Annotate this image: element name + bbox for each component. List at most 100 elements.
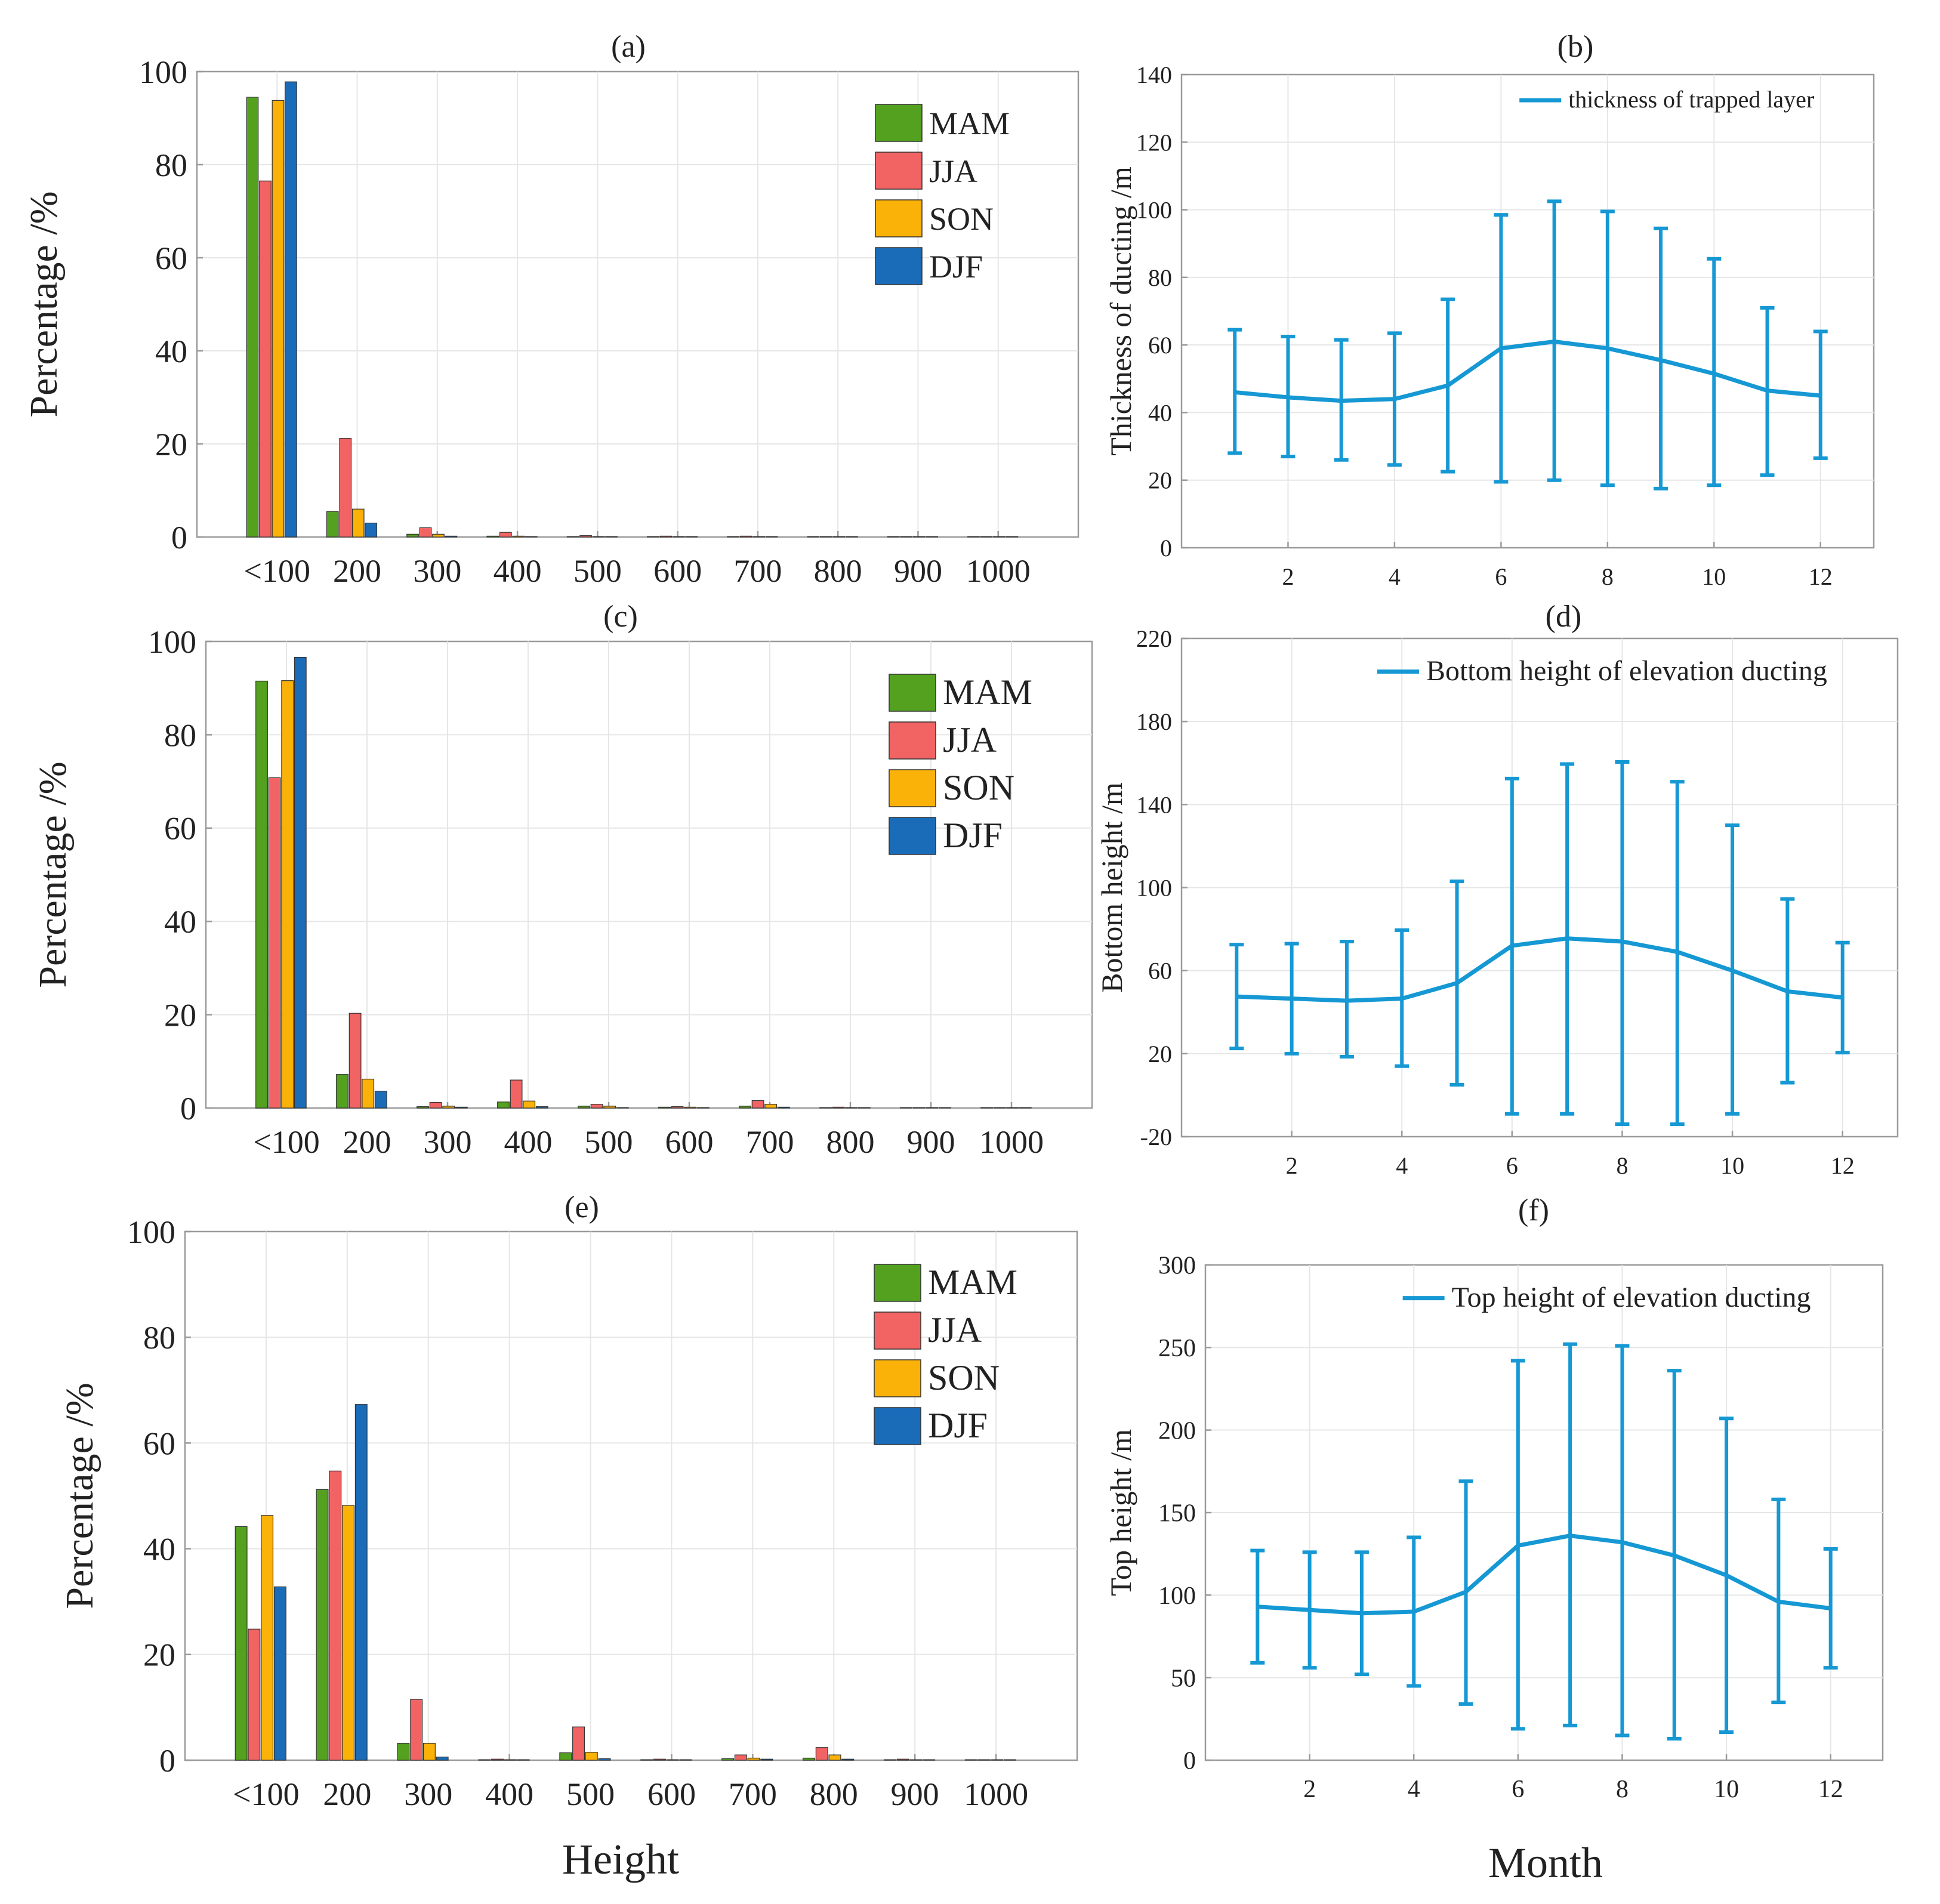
legend-label-d: Bottom height of elevation ducting <box>1426 655 1827 687</box>
x-tick-label: 8 <box>1616 1152 1628 1179</box>
bar-JJA-700 <box>739 535 752 538</box>
x-tick-label: 200 <box>333 553 381 589</box>
y-tick-label: 60 <box>143 1425 175 1461</box>
data-point-month-11 <box>1776 1600 1781 1604</box>
bar-MAM-800 <box>807 536 820 538</box>
data-point-month-6 <box>1516 1544 1520 1548</box>
data-point-month-3 <box>1344 999 1349 1003</box>
panel-f: (f) 0 50 100 150 200 250 300 Top height /m 2 4 6 8 10… <box>1104 1193 1884 1803</box>
legend-swatch-SON <box>875 199 923 237</box>
x-tick-label: 600 <box>647 1776 696 1812</box>
data-point-month-8 <box>1620 1540 1624 1544</box>
bar-SON-800 <box>828 1754 841 1761</box>
x-tick-label: 4 <box>1408 1776 1420 1803</box>
bar-MAM-900 <box>900 1107 912 1109</box>
legend-swatch-DJF <box>874 1407 921 1445</box>
panel-title-d: (d) <box>1546 600 1582 634</box>
x-tick-label: 600 <box>665 1124 714 1160</box>
bar-DJF-<100 <box>273 1586 286 1761</box>
y-tick-label: 0 <box>1160 535 1172 561</box>
legend-swatch-SON <box>889 769 936 807</box>
bar-DJF-300 <box>436 1757 449 1761</box>
x-tick-label: 1000 <box>964 1776 1028 1812</box>
bar-MAM-700 <box>727 536 739 538</box>
plot-area-a <box>196 70 1080 538</box>
x-tick-label: 1000 <box>966 553 1031 589</box>
x-tick-label: 2 <box>1286 1152 1298 1179</box>
bar-DJF-700 <box>765 536 778 538</box>
panel-e: (e) 0 20 40 60 80 100 Percentage /% <100 200 300 40… <box>58 1190 1078 1812</box>
bar-MAM-1000 <box>980 1107 993 1109</box>
bar-DJF-200 <box>374 1091 387 1109</box>
y-axis-label-d: Bottom height /m <box>1095 782 1128 993</box>
legend-label-DJF: DJF <box>929 249 983 285</box>
x-tick-label: 400 <box>494 553 542 589</box>
bar-SON-800 <box>845 1107 858 1109</box>
y-tick-label: 100 <box>127 1214 175 1250</box>
bar-MAM-400 <box>497 1101 510 1109</box>
y-axis-label-e: Percentage /% <box>58 1383 101 1609</box>
x-tick-label: 12 <box>1809 563 1833 590</box>
legend-label-JJA: JJA <box>928 1310 982 1350</box>
bar-JJA-400 <box>510 1079 523 1109</box>
bar-MAM-600 <box>658 1106 671 1109</box>
y-axis-label-a: Percentage /% <box>22 191 66 417</box>
x-tick-label: 6 <box>1512 1776 1524 1803</box>
bar-SON-600 <box>684 1106 697 1109</box>
bar-MAM-400 <box>486 535 499 538</box>
plot-area-b <box>1180 73 1875 549</box>
bar-SON-500 <box>592 536 605 538</box>
bar-SON-400 <box>512 535 525 538</box>
x-tick-label: 200 <box>343 1124 391 1160</box>
data-point-month-10 <box>1725 1573 1729 1578</box>
bar-SON-1000 <box>1006 1107 1019 1109</box>
bar-JJA-<100 <box>248 1628 261 1761</box>
x-tick-label: 500 <box>566 1776 615 1812</box>
x-tick-label: 4 <box>1396 1152 1408 1179</box>
y-tick-label: 20 <box>1148 467 1172 494</box>
panel-title-b: (b) <box>1557 30 1594 64</box>
x-tick-label: 10 <box>1720 1152 1744 1179</box>
y-tick-label: 0 <box>159 1743 175 1779</box>
y-tick-label: 140 <box>1136 61 1172 88</box>
x-tick-label: 1000 <box>979 1124 1044 1160</box>
bar-SON-700 <box>752 536 765 538</box>
x-tick-label: 900 <box>894 553 942 589</box>
bar-SON-900 <box>912 536 926 538</box>
bar-MAM-<100 <box>255 680 268 1109</box>
x-tick-label: 10 <box>1702 563 1726 590</box>
legend-label-MAM: MAM <box>929 106 1010 141</box>
bar-JJA-800 <box>815 1747 828 1761</box>
bar-SON-700 <box>764 1104 778 1109</box>
series-line-d <box>1236 936 1843 1003</box>
bar-MAM-1000 <box>967 536 980 538</box>
y-tick-label: 200 <box>1158 1417 1196 1445</box>
bar-MAM-<100 <box>235 1526 248 1761</box>
bar-SON-400 <box>523 1100 536 1109</box>
data-point-month-9 <box>1675 950 1679 954</box>
x-tick-label: 2 <box>1282 563 1294 590</box>
bar-JJA-<100 <box>259 180 272 538</box>
panel-c: (c) 0 20 40 60 80 100 Percentage /% <100 200 300 40… <box>31 600 1093 1160</box>
legend-label-DJF: DJF <box>943 816 1003 855</box>
bar-DJF-900 <box>926 536 938 538</box>
bar-SON-<100 <box>281 680 294 1109</box>
bar-SON-<100 <box>261 1515 274 1761</box>
y-tick-label: 0 <box>171 520 187 556</box>
legend-label-MAM: MAM <box>943 672 1032 712</box>
bar-JJA-700 <box>734 1754 747 1761</box>
legend-swatch-JJA <box>875 152 923 190</box>
bar-DJF-800 <box>858 1107 871 1109</box>
data-point-month-6 <box>1499 346 1503 350</box>
series-line-b <box>1234 339 1821 403</box>
bar-MAM-500 <box>566 536 579 538</box>
bar-JJA-500 <box>590 1104 603 1109</box>
bar-JJA-1000 <box>993 1107 1006 1109</box>
data-point-month-8 <box>1620 939 1624 943</box>
x-tick-label: 200 <box>323 1776 371 1812</box>
y-tick-label: 120 <box>1136 129 1172 156</box>
legend-label-DJF: DJF <box>928 1406 988 1445</box>
legend-label-b: thickness of trapped layer <box>1568 86 1814 113</box>
bar-DJF-400 <box>535 1106 548 1109</box>
